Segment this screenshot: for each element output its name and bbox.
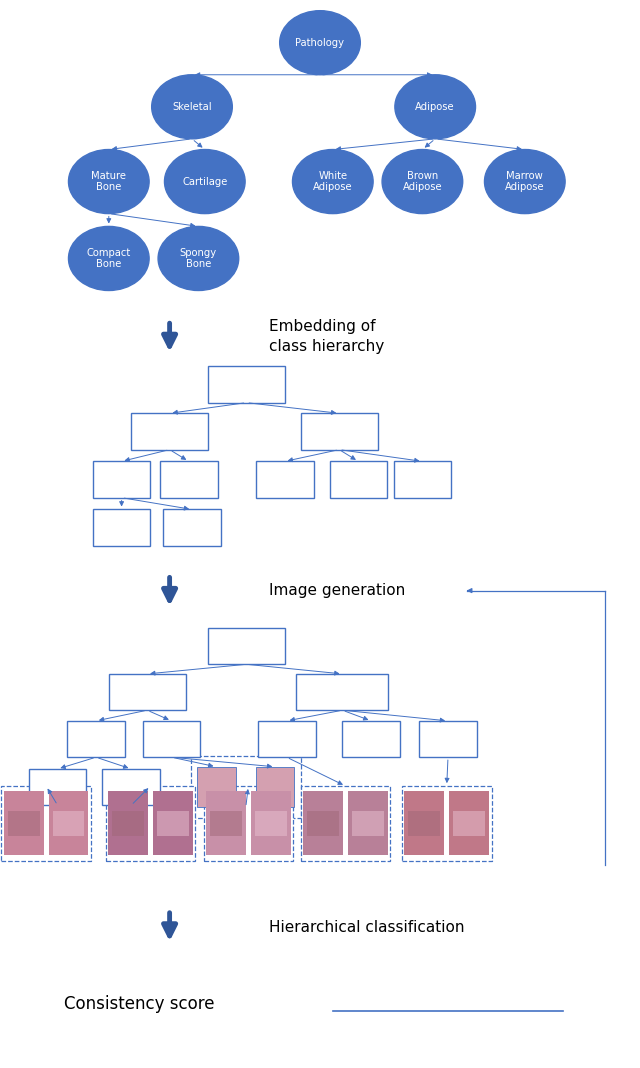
FancyBboxPatch shape bbox=[404, 791, 444, 855]
FancyBboxPatch shape bbox=[49, 791, 88, 855]
FancyBboxPatch shape bbox=[208, 628, 285, 664]
Ellipse shape bbox=[395, 75, 476, 139]
Ellipse shape bbox=[152, 75, 232, 139]
FancyBboxPatch shape bbox=[93, 461, 150, 498]
Text: Hierarchical classification: Hierarchical classification bbox=[269, 920, 464, 934]
Text: Brown
Adipose: Brown Adipose bbox=[403, 171, 442, 192]
FancyBboxPatch shape bbox=[301, 786, 390, 861]
Text: White
Adipose: White Adipose bbox=[313, 171, 353, 192]
FancyBboxPatch shape bbox=[93, 509, 150, 546]
FancyBboxPatch shape bbox=[330, 461, 387, 498]
FancyBboxPatch shape bbox=[102, 769, 160, 805]
FancyBboxPatch shape bbox=[4, 791, 44, 855]
FancyBboxPatch shape bbox=[29, 769, 86, 805]
FancyBboxPatch shape bbox=[348, 791, 388, 855]
Ellipse shape bbox=[158, 226, 239, 290]
Text: Consistency score: Consistency score bbox=[64, 995, 214, 1012]
Text: Skeletal: Skeletal bbox=[172, 101, 212, 112]
FancyBboxPatch shape bbox=[109, 674, 186, 710]
Ellipse shape bbox=[292, 150, 373, 214]
FancyBboxPatch shape bbox=[352, 811, 384, 836]
FancyBboxPatch shape bbox=[197, 767, 236, 807]
Text: Pathology: Pathology bbox=[296, 37, 344, 48]
FancyBboxPatch shape bbox=[453, 811, 485, 836]
FancyBboxPatch shape bbox=[208, 366, 285, 403]
FancyBboxPatch shape bbox=[8, 811, 40, 836]
FancyBboxPatch shape bbox=[131, 413, 208, 450]
Text: Embedding of
class hierarchy: Embedding of class hierarchy bbox=[269, 319, 384, 354]
FancyBboxPatch shape bbox=[402, 786, 492, 861]
FancyBboxPatch shape bbox=[52, 811, 84, 836]
FancyBboxPatch shape bbox=[153, 791, 193, 855]
FancyBboxPatch shape bbox=[296, 674, 388, 710]
FancyBboxPatch shape bbox=[255, 811, 287, 836]
FancyBboxPatch shape bbox=[303, 791, 343, 855]
FancyBboxPatch shape bbox=[307, 811, 339, 836]
Ellipse shape bbox=[68, 226, 149, 290]
FancyBboxPatch shape bbox=[191, 756, 301, 818]
Text: Cartilage: Cartilage bbox=[182, 176, 227, 187]
FancyBboxPatch shape bbox=[342, 721, 400, 757]
FancyBboxPatch shape bbox=[251, 791, 291, 855]
Text: Compact
Bone: Compact Bone bbox=[86, 248, 131, 269]
FancyBboxPatch shape bbox=[256, 767, 294, 807]
FancyBboxPatch shape bbox=[394, 461, 451, 498]
FancyBboxPatch shape bbox=[419, 721, 477, 757]
FancyBboxPatch shape bbox=[67, 721, 125, 757]
FancyBboxPatch shape bbox=[256, 461, 314, 498]
Text: Mature
Bone: Mature Bone bbox=[92, 171, 126, 192]
Text: Adipose: Adipose bbox=[415, 101, 455, 112]
Text: Spongy
Bone: Spongy Bone bbox=[180, 248, 217, 269]
FancyBboxPatch shape bbox=[106, 786, 195, 861]
Ellipse shape bbox=[280, 11, 360, 75]
Text: Image generation: Image generation bbox=[269, 583, 405, 598]
FancyBboxPatch shape bbox=[301, 413, 378, 450]
FancyBboxPatch shape bbox=[449, 791, 489, 855]
FancyBboxPatch shape bbox=[258, 721, 316, 757]
Ellipse shape bbox=[68, 150, 149, 214]
Ellipse shape bbox=[382, 150, 463, 214]
FancyBboxPatch shape bbox=[157, 811, 189, 836]
FancyBboxPatch shape bbox=[112, 811, 144, 836]
FancyBboxPatch shape bbox=[210, 811, 242, 836]
Text: Marrow
Adipose: Marrow Adipose bbox=[505, 171, 545, 192]
FancyBboxPatch shape bbox=[408, 811, 440, 836]
FancyBboxPatch shape bbox=[143, 721, 200, 757]
Ellipse shape bbox=[484, 150, 565, 214]
FancyBboxPatch shape bbox=[160, 461, 218, 498]
FancyBboxPatch shape bbox=[204, 786, 293, 861]
FancyBboxPatch shape bbox=[206, 791, 246, 855]
FancyBboxPatch shape bbox=[1, 786, 91, 861]
FancyBboxPatch shape bbox=[108, 791, 148, 855]
FancyBboxPatch shape bbox=[163, 509, 221, 546]
Ellipse shape bbox=[164, 150, 245, 214]
